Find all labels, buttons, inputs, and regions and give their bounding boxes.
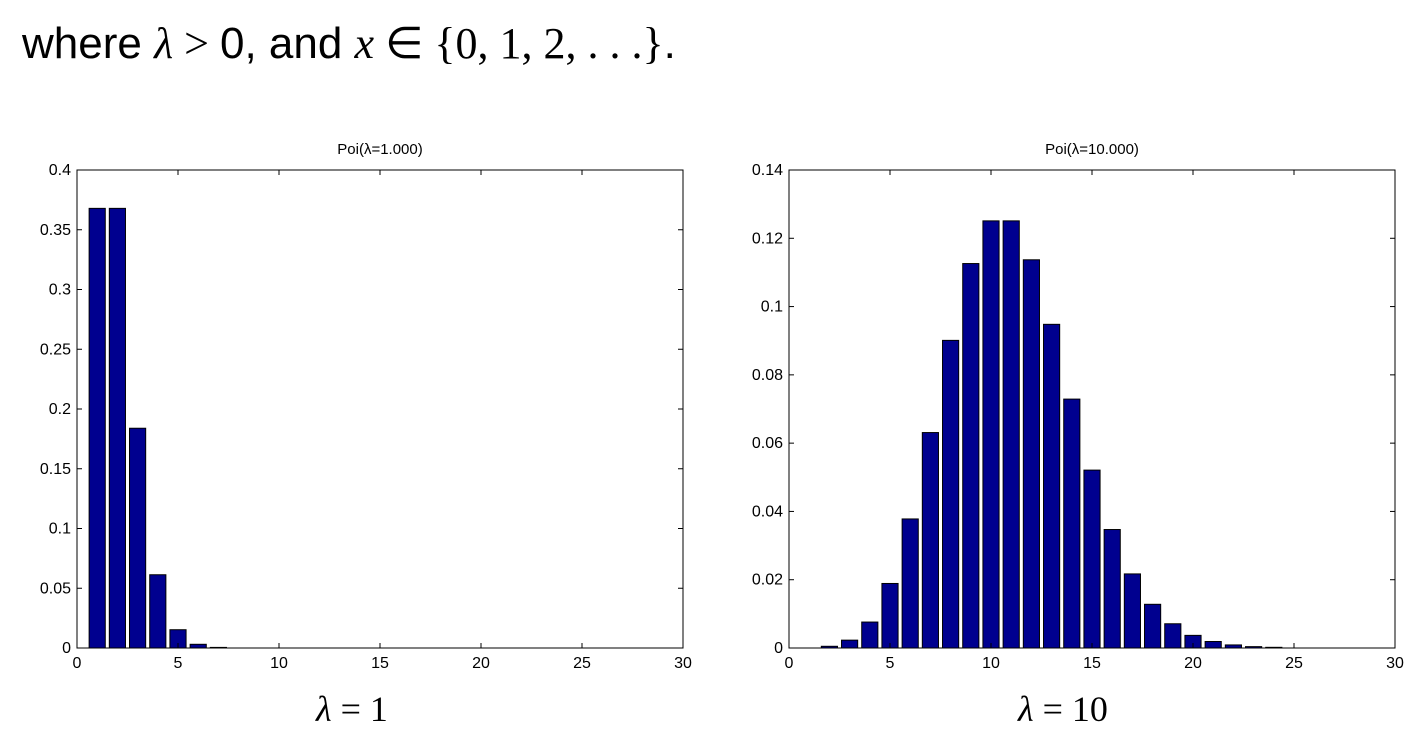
intro-lambda-symbol: λ bbox=[154, 19, 174, 68]
bar bbox=[1204, 641, 1222, 649]
bar bbox=[982, 220, 1000, 649]
y-tick-label: 0 bbox=[62, 640, 71, 657]
intro-element-of: ∈ bbox=[374, 19, 435, 68]
bar bbox=[901, 518, 919, 649]
x-tick-label: 5 bbox=[174, 655, 183, 672]
chart-svg-lambda-1: Poi(λ=1.000) 0 5 10 15 20 25 30 0 0.05 0.1 0.15 0.2 0… bbox=[40, 141, 692, 672]
bar bbox=[108, 207, 126, 649]
intro-x-symbol: x bbox=[354, 19, 375, 68]
y-tick-label: 0 bbox=[774, 640, 783, 657]
x-tick-label: 0 bbox=[73, 655, 82, 672]
caption-lambda-symbol: λ bbox=[316, 689, 332, 729]
x-tick-label: 15 bbox=[1083, 655, 1101, 672]
bar bbox=[921, 432, 939, 649]
bar bbox=[1144, 603, 1162, 649]
intro-and: , and bbox=[244, 19, 355, 68]
poisson-chart-lambda-1: Poi(λ=1.000) 0 5 10 15 20 25 30 0 0.05 0.1 0.15 0.2 0… bbox=[0, 130, 710, 685]
y-tick-label: 0.1 bbox=[49, 521, 71, 538]
bar bbox=[1123, 573, 1141, 649]
caption-lambda-1: λ = 1 bbox=[316, 688, 388, 730]
bar bbox=[1164, 623, 1182, 649]
bar bbox=[1043, 323, 1061, 649]
y-tick-label: 0.12 bbox=[752, 230, 783, 247]
bar bbox=[88, 207, 106, 649]
caption-lambda-symbol: λ bbox=[1018, 689, 1034, 729]
y-tick-label: 0.04 bbox=[752, 503, 783, 520]
x-tick-label: 10 bbox=[270, 655, 288, 672]
y-tick-label: 0.25 bbox=[40, 341, 71, 358]
x-tick-label: 10 bbox=[982, 655, 1000, 672]
x-tick-label: 0 bbox=[785, 655, 794, 672]
intro-where: where bbox=[22, 19, 155, 68]
bar bbox=[962, 263, 980, 649]
y-tick-label: 0.06 bbox=[752, 435, 783, 452]
bar bbox=[1063, 398, 1081, 649]
caption-value: = 1 bbox=[331, 689, 388, 729]
y-tick-label: 0.1 bbox=[761, 299, 783, 316]
y-tick-label: 0.4 bbox=[49, 162, 71, 179]
plot-frame bbox=[76, 169, 684, 649]
bar bbox=[942, 339, 960, 649]
x-tick-label: 25 bbox=[573, 655, 591, 672]
y-tick-label: 0.14 bbox=[752, 162, 783, 179]
intro-greater-than: > bbox=[173, 19, 220, 68]
x-tick-label: 5 bbox=[886, 655, 895, 672]
intro-set: {0, 1, 2, . . .} bbox=[434, 19, 664, 68]
chart-title: Poi(λ=1.000) bbox=[337, 141, 422, 158]
bar bbox=[841, 639, 859, 649]
intro-formula-text: where λ > 0, and x ∈ {0, 1, 2, . . .}. bbox=[22, 18, 676, 69]
bar bbox=[1103, 529, 1121, 649]
y-tick-label: 0.2 bbox=[49, 401, 71, 418]
bar bbox=[189, 643, 207, 649]
caption-lambda-10: λ = 10 bbox=[1018, 688, 1108, 730]
bar bbox=[1083, 469, 1101, 649]
x-tick-label: 25 bbox=[1285, 655, 1303, 672]
bar bbox=[1022, 259, 1040, 649]
y-tick-label: 0.15 bbox=[40, 461, 71, 478]
x-tick-label: 15 bbox=[371, 655, 389, 672]
bar bbox=[861, 621, 879, 649]
bar bbox=[149, 574, 167, 649]
x-tick-label: 30 bbox=[674, 655, 692, 672]
y-tick-label: 0.02 bbox=[752, 572, 783, 589]
y-tick-label: 0.08 bbox=[752, 367, 783, 384]
intro-period: . bbox=[663, 19, 676, 68]
x-tick-label: 30 bbox=[1386, 655, 1404, 672]
intro-zero: 0 bbox=[219, 19, 245, 68]
y-tick-label: 0.3 bbox=[49, 282, 71, 299]
chart-title: Poi(λ=10.000) bbox=[1045, 141, 1139, 158]
x-tick-label: 20 bbox=[472, 655, 490, 672]
bar bbox=[881, 582, 899, 649]
bar bbox=[129, 427, 147, 649]
poisson-chart-lambda-10: Poi(λ=10.000) 0 5 10 15 20 25 30 0 0.02 0.04 0.06 0.… bbox=[712, 130, 1424, 685]
chart-svg-lambda-10: Poi(λ=10.000) 0 5 10 15 20 25 30 0 0.02 0.04 0.06 0.… bbox=[752, 141, 1404, 672]
caption-value: = 10 bbox=[1033, 689, 1108, 729]
y-tick-label: 0.05 bbox=[40, 580, 71, 597]
x-tick-label: 20 bbox=[1184, 655, 1202, 672]
y-tick-label: 0.35 bbox=[40, 222, 71, 239]
bar bbox=[1002, 220, 1020, 649]
